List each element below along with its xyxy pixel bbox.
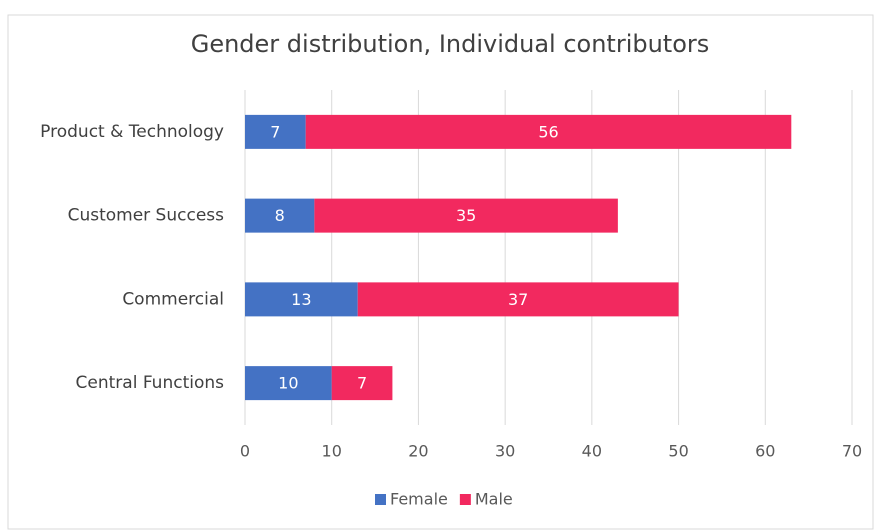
legend-swatch [459, 494, 471, 505]
x-tick-label: 30 [495, 442, 515, 461]
data-label: 7 [270, 122, 280, 141]
y-tick-label: Commercial [122, 289, 224, 309]
x-tick-label: 0 [240, 442, 250, 461]
data-label: 56 [538, 122, 558, 141]
data-label: 13 [291, 290, 311, 309]
bar [305, 114, 792, 149]
bar [245, 282, 358, 317]
legend-label: Male [475, 490, 513, 509]
data-label: 7 [357, 374, 367, 393]
chart-title: Gender distribution, Individual contribu… [191, 30, 710, 58]
data-label: 10 [278, 374, 298, 393]
y-tick-label: Customer Success [68, 206, 225, 226]
bar [314, 198, 618, 233]
data-label: 35 [456, 206, 476, 225]
chart-frame [7, 14, 874, 530]
x-tick-label: 20 [408, 442, 428, 461]
bar [331, 366, 393, 401]
y-tick-label: Central Functions [76, 373, 225, 393]
bar [245, 114, 306, 149]
legend-label: Female [390, 490, 448, 509]
x-tick-label: 50 [668, 442, 688, 461]
bar [245, 366, 332, 401]
x-tick-label: 40 [582, 442, 602, 461]
bar [357, 282, 679, 317]
x-tick-label: 10 [322, 442, 342, 461]
data-label: 37 [508, 290, 528, 309]
x-tick-label: 70 [842, 442, 862, 461]
y-tick-label: Product & Technology [40, 122, 224, 142]
data-label: 8 [275, 206, 285, 225]
legend-swatch [375, 494, 386, 505]
x-tick-label: 60 [755, 442, 775, 461]
bar [245, 198, 315, 233]
